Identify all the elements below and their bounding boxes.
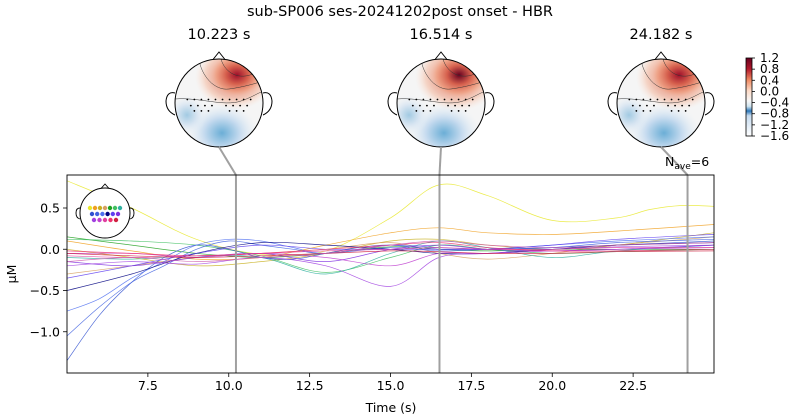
inset-sensor-dot bbox=[95, 211, 100, 217]
inset-sensor-dot bbox=[107, 205, 113, 211]
channel-line-10 bbox=[67, 236, 714, 312]
inset-head-outline bbox=[79, 187, 131, 239]
nave-label: Nave=6 bbox=[665, 154, 709, 172]
inset-sensor-dot bbox=[108, 217, 113, 223]
x-tick-label: 12.5 bbox=[296, 378, 324, 393]
inset-sensor-dot bbox=[105, 211, 110, 217]
x-tick-label: 17.5 bbox=[457, 378, 485, 393]
colorbar-tick-label: 0.0 bbox=[760, 84, 779, 98]
inset-sensor-dot bbox=[112, 205, 118, 211]
x-tick-label: 15.0 bbox=[377, 378, 405, 393]
head-nose bbox=[434, 51, 448, 60]
topomap-field bbox=[617, 59, 705, 147]
x-tick-label: 20.0 bbox=[538, 378, 566, 393]
x-tick-label: 10.0 bbox=[215, 378, 243, 393]
inset-nose bbox=[100, 183, 110, 189]
figure-title: sub-SP006 ses-20241202post onset - HBR bbox=[247, 4, 553, 20]
channel-line-6 bbox=[67, 238, 714, 273]
head-right-ear bbox=[262, 92, 273, 116]
inset-sensor-dot bbox=[92, 205, 98, 211]
channel-lines bbox=[67, 180, 714, 361]
inset-sensor-dot bbox=[110, 211, 116, 217]
inset-sensor-dot bbox=[102, 205, 108, 211]
inset-sensor-dot bbox=[100, 211, 105, 217]
topomap-field bbox=[397, 59, 485, 147]
channel-line-8 bbox=[67, 240, 714, 361]
channel-line-16 bbox=[67, 247, 714, 258]
colorbar-gradient bbox=[745, 57, 753, 137]
butterfly-plot: 7.5 10.0 12.5 15.0 17.5 20.0 22.5 0.5 0.0 −0.5 −1… bbox=[4, 174, 715, 415]
x-axis-label: Time (s) bbox=[365, 400, 417, 415]
topomap-connector bbox=[660, 146, 689, 176]
topomap-connector bbox=[218, 146, 237, 176]
channel-line-5 bbox=[67, 236, 714, 258]
head-left-ear bbox=[387, 92, 398, 116]
inset-sensor-dot bbox=[102, 217, 108, 223]
colorbar-tick-label: 0.8 bbox=[760, 62, 779, 76]
topomap-row: 10.223 s 16.514 s 24.182 s bbox=[165, 27, 715, 148]
inset-sensor-dot bbox=[91, 217, 97, 223]
channel-line-2 bbox=[67, 224, 714, 261]
topomap-3: 24.182 s bbox=[607, 27, 715, 148]
topomap-1: 10.223 s bbox=[165, 27, 273, 148]
channel-line-9 bbox=[67, 238, 714, 337]
channel-line-1 bbox=[67, 180, 714, 256]
x-axis-ticks: 7.5 10.0 12.5 15.0 17.5 20.0 22.5 bbox=[138, 373, 647, 393]
x-tick-label: 22.5 bbox=[619, 378, 647, 393]
y-tick-label: 0.0 bbox=[40, 242, 60, 257]
colorbar-tick-label: −0.8 bbox=[760, 107, 789, 121]
x-tick-label: 7.5 bbox=[138, 378, 158, 393]
inset-sensor-dot bbox=[89, 211, 95, 217]
topomap-field bbox=[175, 59, 263, 147]
colorbar-tick-label: 1.2 bbox=[760, 51, 779, 65]
head-nose bbox=[654, 51, 668, 60]
sensor-legend-inset bbox=[75, 183, 135, 239]
y-axis-label: µM bbox=[4, 265, 19, 284]
inset-right-ear bbox=[129, 207, 135, 220]
colorbar-tick-label: 0.4 bbox=[760, 73, 779, 87]
inset-sensor-dot bbox=[87, 205, 93, 211]
inset-left-ear bbox=[75, 207, 81, 220]
topomap-2: 16.514 s bbox=[387, 27, 495, 148]
colorbar-tick-label: −1.2 bbox=[760, 118, 789, 132]
inset-sensor-dot bbox=[113, 217, 119, 223]
head-right-ear bbox=[704, 92, 715, 116]
channel-line-19 bbox=[67, 240, 714, 262]
inset-sensor-dot bbox=[97, 205, 103, 211]
colorbar-ticks: 1.20.80.40.0−0.4−0.8−1.2−1.6 bbox=[752, 51, 789, 143]
colorbar-tick-label: −1.6 bbox=[760, 129, 789, 143]
topomap-time-label: 24.182 s bbox=[630, 27, 693, 43]
head-right-ear bbox=[484, 92, 495, 116]
time-markers bbox=[234, 175, 689, 373]
colorbar-tick-label: −0.4 bbox=[760, 96, 789, 110]
inset-sensor-dot bbox=[115, 211, 121, 217]
inset-sensor-dot bbox=[97, 217, 102, 223]
plot-frame bbox=[66, 174, 715, 374]
y-tick-label: −1.0 bbox=[30, 324, 60, 339]
topomap-connectors bbox=[218, 146, 689, 176]
channel-line-18 bbox=[67, 250, 714, 258]
y-tick-label: 0.5 bbox=[40, 201, 60, 216]
topomap-time-label: 16.514 s bbox=[410, 27, 473, 43]
head-left-ear bbox=[165, 92, 176, 116]
colorbar: 1.20.80.40.0−0.4−0.8−1.2−1.6 bbox=[745, 51, 789, 143]
topomap-time-label: 10.223 s bbox=[188, 27, 251, 43]
topomap-connector bbox=[438, 146, 442, 176]
head-left-ear bbox=[607, 92, 618, 116]
y-tick-label: −0.5 bbox=[30, 283, 60, 298]
channel-line-14 bbox=[67, 244, 714, 287]
inset-sensor-dot bbox=[117, 205, 123, 211]
head-nose bbox=[212, 51, 226, 60]
y-axis-ticks: 0.5 0.0 −0.5 −1.0 bbox=[30, 201, 67, 339]
